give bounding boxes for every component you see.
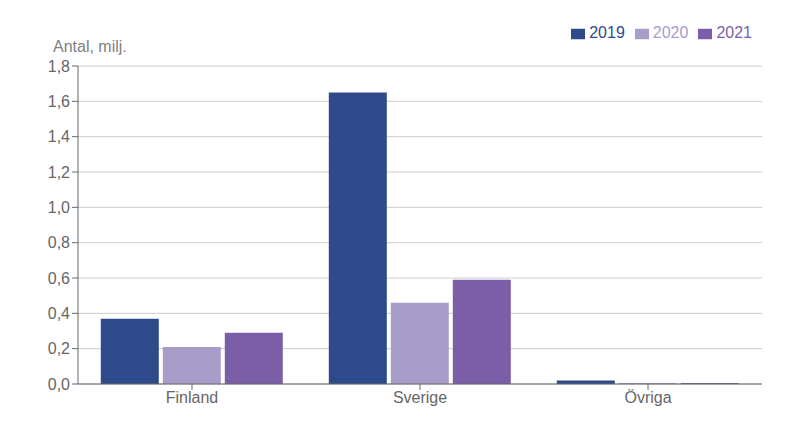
- svg-text:Sverige: Sverige: [393, 389, 447, 406]
- html-text:2019: 2019: [589, 24, 625, 41]
- svg-text:1,8: 1,8: [48, 58, 70, 75]
- html-text:2020: 2020: [652, 24, 689, 41]
- svg-text:0,8: 0,8: [48, 234, 70, 251]
- svg-text:0,4: 0,4: [48, 305, 70, 322]
- svg-text:0,2: 0,2: [48, 340, 70, 357]
- svg-text:1,0: 1,0: [48, 199, 70, 216]
- svg-text:0,0: 0,0: [48, 376, 70, 393]
- svg-text:Övriga: Övriga: [624, 389, 671, 406]
- svg-text:1,6: 1,6: [48, 93, 70, 110]
- html-text:2021: 2021: [716, 24, 752, 41]
- svg-text:0,6: 0,6: [48, 270, 70, 287]
- svg-text:1,4: 1,4: [48, 128, 70, 145]
- svg-text:1,2: 1,2: [48, 164, 70, 181]
- svg-text:Antal, milj.: Antal, milj.: [53, 38, 127, 55]
- svg-text:Finland: Finland: [166, 389, 218, 406]
